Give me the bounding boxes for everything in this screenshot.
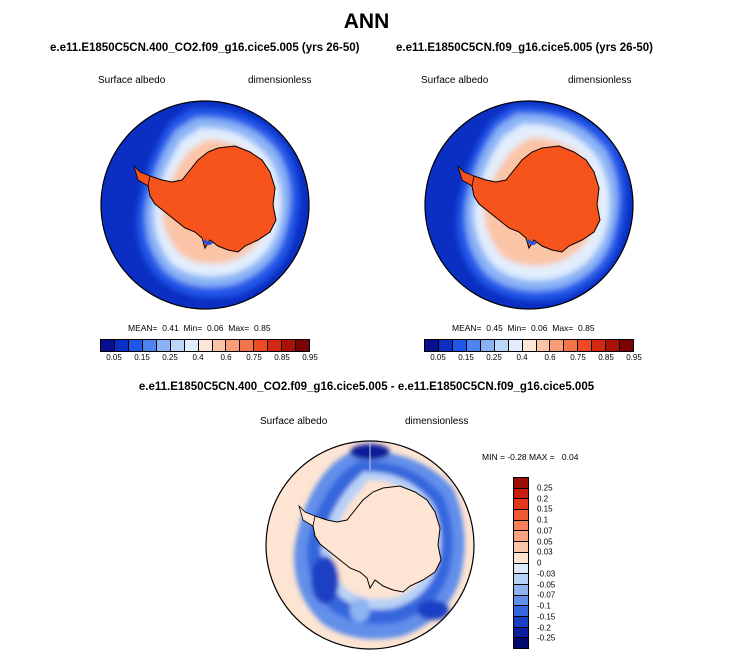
- colorbar-tick-label: 0.6: [220, 353, 232, 362]
- colorbar-swatch: [514, 478, 528, 489]
- panel-2-variable-label: Surface albedo: [421, 75, 489, 86]
- colorbar-swatch: [240, 340, 255, 351]
- colorbar-swatch: [578, 340, 593, 351]
- colorbar-tick-label: 0.15: [458, 353, 474, 362]
- colorbar-swatch: [514, 552, 528, 564]
- panel-2-units-label: dimensionless: [568, 75, 632, 86]
- colorbar-tick-label: 0.1: [537, 515, 549, 525]
- colorbar-tick-label: 0.75: [570, 353, 586, 362]
- colorbar-swatch: [514, 499, 528, 511]
- colorbar-swatch: [514, 616, 528, 628]
- diff-units-label: dimensionless: [405, 416, 469, 427]
- colorbar-swatch: [508, 340, 523, 351]
- colorbar-swatch: [198, 340, 213, 351]
- colorbar-swatch: [282, 340, 297, 351]
- colorbar-swatch: [514, 542, 528, 553]
- diff-minmax-stats: MIN = -0.28 MAX = 0.04: [482, 452, 579, 462]
- colorbar-swatch: [128, 340, 143, 351]
- colorbar-swatch: [514, 595, 528, 607]
- colorbar-swatch: [522, 340, 537, 351]
- colorbar-swatch: [536, 340, 551, 351]
- colorbar-tick-label: 0.25: [486, 353, 502, 362]
- colorbar-tick-label: -0.07: [537, 590, 556, 600]
- colorbar-swatch: [212, 340, 227, 351]
- colorbar-tick-label: 0.6: [544, 353, 556, 362]
- panel-2-polar-map: [424, 100, 634, 310]
- colorbar-swatch: [425, 340, 439, 351]
- colorbar-swatch: [170, 340, 185, 351]
- colorbar-swatch: [592, 340, 607, 351]
- colorbar-swatch: [184, 340, 199, 351]
- colorbar-swatch: [514, 563, 528, 575]
- colorbar-tick-label: -0.15: [537, 612, 556, 622]
- diff-polar-map: [265, 440, 475, 650]
- panel-1-variable-label: Surface albedo: [98, 75, 166, 86]
- colorbar-tick-label: 0.05: [537, 537, 553, 546]
- panel-2-case-title: e.e11.E1850C5CN.f09_g16.cice5.005 (yrs 2…: [396, 42, 654, 54]
- colorbar-swatch: [296, 340, 310, 351]
- diff-title: e.e11.E1850C5CN.400_CO2.f09_g16.cice5.00…: [138, 381, 595, 393]
- colorbar-swatch: [514, 488, 528, 500]
- colorbar-swatch: [564, 340, 579, 351]
- colorbar-tick-label: 0.2: [537, 494, 549, 503]
- panel-1-colorbar: 0.05 0.15 0.25 0.4 0.6 0.75 0.85 0.95: [100, 339, 318, 364]
- colorbar-swatch: [514, 531, 528, 543]
- colorbar-tick-label: 0.75: [246, 353, 262, 362]
- panel-1-case-title: e.e11.E1850C5CN.400_CO2.f09_g16.cice5.00…: [50, 42, 360, 54]
- colorbar-swatch: [514, 627, 528, 639]
- colorbar-swatch: [550, 340, 565, 351]
- colorbar-tick-label: 0.07: [537, 526, 553, 536]
- colorbar-swatch: [226, 340, 241, 351]
- colorbar-tick-label: 0.15: [537, 504, 553, 514]
- colorbar-tick-label: -0.25: [537, 633, 556, 643]
- colorbar-tick-label: 0.05: [430, 353, 446, 362]
- colorbar-tick-label: 0.4: [192, 353, 204, 362]
- colorbar-tick-label: 0.25: [162, 353, 178, 362]
- colorbar-swatch: [514, 638, 528, 648]
- colorbar-tick-label: 0.95: [302, 353, 318, 362]
- diff-colorbar-ticks: 0.25 0.2 0.15 0.1 0.07 0.05 0.03 0 -0.03 -0.05 -0.…: [537, 477, 577, 649]
- colorbar-swatch: [514, 520, 528, 532]
- colorbar-tick-label: 0.25: [537, 483, 553, 493]
- colorbar-swatch: [438, 340, 453, 351]
- colorbar-swatch: [466, 340, 481, 351]
- colorbar-swatch: [480, 340, 495, 351]
- colorbar-tick-label: 0.15: [134, 353, 150, 362]
- panel-2-colorbar: 0.05 0.15 0.25 0.4 0.6 0.75 0.85 0.95: [424, 339, 642, 364]
- colorbar-tick-label: 0.03: [537, 547, 553, 557]
- colorbar-swatch: [452, 340, 467, 351]
- colorbar-tick-label: -0.1: [537, 601, 551, 611]
- colorbar-tick-label: 0.95: [626, 353, 642, 362]
- colorbar-tick-label: -0.05: [537, 580, 556, 589]
- panel-1-stats: MEAN= 0.41 Min= 0.06 Max= 0.85: [128, 323, 271, 333]
- colorbar-tick-label: 0.4: [516, 353, 528, 362]
- panel-2-stats: MEAN= 0.45 Min= 0.06 Max= 0.85: [452, 323, 595, 333]
- colorbar-swatch: [254, 340, 269, 351]
- colorbar-swatch: [514, 584, 528, 596]
- panel-1-polar-map: [100, 100, 310, 310]
- colorbar-tick-label: 0.05: [106, 353, 122, 362]
- page-title: ANN: [343, 10, 390, 33]
- colorbar-swatch: [606, 340, 621, 351]
- colorbar-tick-label: 0.85: [274, 353, 290, 362]
- panel-1-units-label: dimensionless: [248, 75, 312, 86]
- colorbar-tick-label: 0: [537, 558, 542, 568]
- diff-colorbar: [513, 477, 529, 649]
- colorbar-swatch: [101, 340, 115, 351]
- colorbar-swatch: [494, 340, 509, 351]
- colorbar-swatch: [268, 340, 283, 351]
- colorbar-swatch: [514, 574, 528, 585]
- diff-variable-label: Surface albedo: [260, 416, 328, 427]
- colorbar-tick-label: 0.85: [598, 353, 614, 362]
- colorbar-swatch: [514, 510, 528, 521]
- colorbar-swatch: [114, 340, 129, 351]
- colorbar-swatch: [142, 340, 157, 351]
- colorbar-swatch: [620, 340, 634, 351]
- colorbar-tick-label: -0.2: [537, 623, 551, 632]
- colorbar-swatch: [156, 340, 171, 351]
- colorbar-tick-label: -0.03: [537, 569, 556, 579]
- colorbar-swatch: [514, 606, 528, 617]
